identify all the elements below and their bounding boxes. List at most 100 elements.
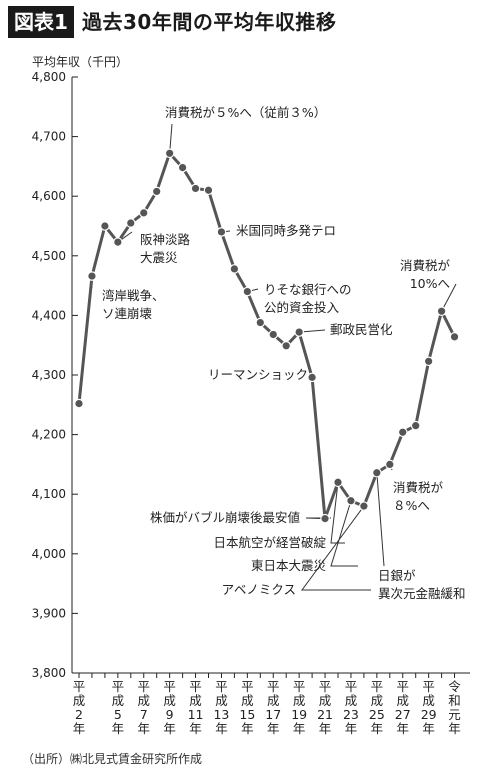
data-point [203,185,214,196]
y-tick-label: 4,700 [32,130,66,144]
x-tick-label: 平 [112,679,125,694]
x-tick-label: 11 [188,707,204,722]
x-tick-label: 平 [137,679,150,694]
x-tick-label: 25 [369,707,385,722]
x-tick-label: 成 [319,693,332,708]
x-tick-label: 年 [189,721,202,736]
annotation-label: 日銀が [378,568,416,583]
x-tick-label: 年 [371,721,384,736]
annotation-label: 東日本大震災 [251,558,327,573]
x-tick-label: 年 [267,721,280,736]
source-note: （出所）㈱北見式賃金研究所作成 [22,752,203,766]
annotation-label: 阪神淡路 [140,232,191,247]
data-point [87,271,97,281]
x-tick-label: 成 [345,693,358,708]
annotation-label: 湾岸戦争、 [102,288,165,303]
annotation-label: 消費税が５%へ（従前３%） [165,105,326,120]
x-tick-label: 成 [163,693,176,708]
x-tick-label: 2 [75,707,83,722]
data-point [294,327,304,337]
x-tick-label: 19 [291,707,307,722]
x-tick-label: 17 [265,707,281,722]
data-point [242,286,253,297]
annotation-leader [330,482,345,544]
data-point [333,477,343,488]
x-tick-label: 年 [241,721,254,736]
data-point [449,332,460,342]
y-tick-label: 4,000 [32,547,66,561]
data-points [74,148,460,524]
x-tick-label: 成 [189,693,202,708]
x-tick-label: 7 [140,707,148,722]
figure-badge: 図表1 [8,6,74,38]
data-point [177,162,188,173]
x-tick-label: 23 [343,707,359,722]
x-tick-label: 成 [73,693,86,708]
y-tick-label: 3,800 [32,666,66,680]
x-tick-label: 成 [396,693,409,708]
x-tick-label: 成 [371,693,384,708]
data-point [359,501,369,511]
annotation-leader [330,500,358,567]
data-point [216,227,227,237]
data-point [190,183,201,194]
data-point [410,420,421,431]
x-tick-label: 平 [215,679,228,694]
x-tick-label: 平 [267,679,280,694]
series-line [77,151,456,521]
annotation-label: 株価がバブル崩壊後最安値 [150,510,300,525]
x-tick-label: 平 [293,679,306,694]
data-point [138,208,149,218]
x-tick-label: 平 [73,679,86,694]
x-tick-label: 成 [215,693,228,708]
annotation-label: 米国同時多発テロ [236,223,336,238]
x-tick-label: 年 [345,721,358,736]
x-tick-label: 5 [114,707,122,722]
x-tick-label: 成 [137,693,150,708]
x-tick-label: 年 [396,721,409,736]
annotation-label: 郵政民営化 [330,322,393,337]
data-point [74,398,84,409]
annotation-leader [376,472,385,567]
x-tick-label: 13 [213,707,229,722]
data-point [372,467,382,478]
data-point [320,513,330,524]
x-tick-label: 平 [319,679,332,694]
figure-title: 過去30年間の平均年収推移 [82,10,337,34]
x-tick-label: 成 [112,693,125,708]
y-tick-label: 3,900 [32,606,66,620]
annotation-label: りそな銀行への [264,282,352,297]
annotation-label: 日本航空が経営破綻 [213,535,326,550]
annotation-label: 公的資金投入 [264,300,340,315]
data-point [423,356,434,367]
annotation-label: リーマンショック [208,367,308,382]
x-tick-label: 年 [319,721,332,736]
data-point [113,237,123,247]
x-tick-label: 成 [241,693,254,708]
x-tick-label: 年 [422,721,435,736]
y-axis: 3,800 3,900 4,000 4,100 4,200 4,300 4,400 4,500… [32,70,78,680]
data-point [281,340,291,351]
x-tick-label: 年 [448,721,461,736]
x-tick-label: 平 [396,679,409,694]
x-axis: 平成2年平成5年平成7年平成9年平成11年平成13年平成15年平成17年平成19… [72,672,470,736]
x-tick-label: 平 [163,679,176,694]
data-point [100,221,110,231]
annotation-label: 10%へ [410,276,450,291]
data-point [268,329,279,340]
x-tick-label: 年 [293,721,306,736]
annotation-label: 消費税が [393,480,444,495]
y-tick-label: 4,100 [32,487,66,501]
data-point [229,264,240,274]
x-tick-label: 年 [163,721,176,736]
x-tick-label: 平 [189,679,202,694]
x-tick-label: 平 [371,679,384,694]
annotation-leader [301,505,371,591]
x-tick-label: 成 [422,693,435,708]
x-tick-label: 成 [293,693,306,708]
x-tick-label: 平 [345,679,358,694]
y-tick-label: 4,600 [32,189,66,203]
annotation-label: アベノミクス [222,582,296,597]
annotation-leader [441,283,457,312]
